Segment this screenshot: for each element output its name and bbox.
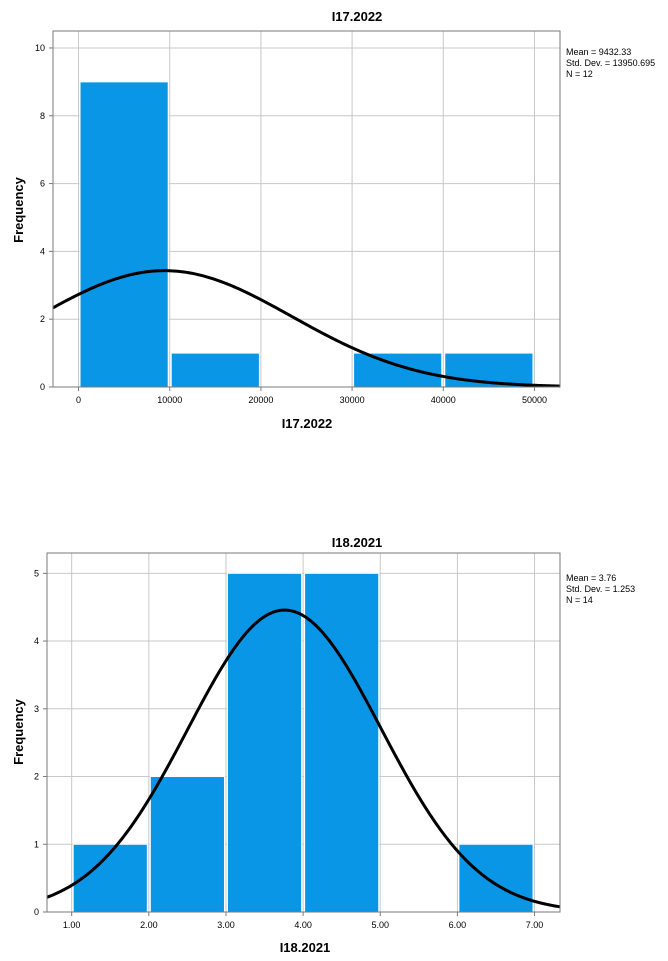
stats-mean: Mean = 3.76	[566, 573, 616, 583]
stats-std-dev: Std. Dev. = 1.253	[566, 584, 635, 594]
x-tick-label: 2.00	[140, 920, 158, 930]
y-tick-label: 5	[34, 568, 39, 578]
y-tick-labels: 0 2 4 6 8 10	[35, 43, 53, 392]
bars	[79, 81, 534, 388]
y-tick-label: 3	[34, 704, 39, 714]
y-axis-title: Frequency	[11, 698, 26, 765]
normal-curve-line	[46, 608, 561, 909]
histogram-bar	[458, 843, 534, 913]
x-tick-label: 20000	[248, 395, 273, 405]
bars	[72, 572, 534, 913]
x-tick-label: 1.00	[63, 920, 81, 930]
x-tick-label: 40000	[431, 395, 456, 405]
x-axis-title: I17.2022	[282, 416, 333, 431]
y-tick-label: 8	[40, 111, 45, 121]
histogram-bar	[353, 352, 443, 388]
x-tick-label: 0	[76, 395, 81, 405]
y-tick-label: 1	[34, 839, 39, 849]
y-tick-label: 10	[35, 43, 45, 53]
y-tick-label: 0	[40, 382, 45, 392]
histogram-chart-i18-2021: I18.2021 1.00 2.00 3.00 4.00 5.00 6.00 7.00 0 1…	[11, 535, 635, 955]
normal-curve	[52, 269, 561, 388]
x-tick-label: 3.00	[217, 920, 235, 930]
stats-box: Mean = 9432.33 Std. Dev. = 13950.695 N =…	[566, 47, 655, 79]
plot-area-border	[52, 30, 561, 388]
y-axis-title: Frequency	[11, 176, 26, 243]
plot-frame	[52, 30, 561, 388]
histogram-chart-i17-2022: I17.2022 0 10000 20000 30000 40000 50000 0 2 4 6…	[11, 9, 655, 431]
normal-curve	[46, 608, 561, 909]
y-tick-label: 0	[34, 907, 39, 917]
x-tick-labels: 1.00 2.00 3.00 4.00 5.00 6.00 7.00	[63, 912, 543, 930]
x-tick-label: 10000	[157, 395, 182, 405]
chart-title: I17.2022	[332, 9, 383, 24]
x-tick-label: 50000	[522, 395, 547, 405]
histogram-bar	[304, 572, 380, 913]
normal-curve-line	[52, 269, 561, 388]
x-axis-title: I18.2021	[280, 940, 331, 955]
stats-n: N = 12	[566, 69, 593, 79]
x-tick-labels: 0 10000 20000 30000 40000 50000	[76, 387, 547, 405]
stats-n: N = 14	[566, 595, 593, 605]
histogram-bar	[149, 776, 225, 913]
y-tick-labels: 0 1 2 3 4 5	[34, 568, 47, 917]
x-tick-label: 30000	[340, 395, 365, 405]
stats-box: Mean = 3.76 Std. Dev. = 1.253 N = 14	[566, 573, 635, 605]
y-tick-label: 6	[40, 179, 45, 189]
histogram-bar	[226, 572, 303, 913]
y-tick-label: 4	[40, 246, 45, 256]
y-tick-label: 4	[34, 636, 39, 646]
x-tick-label: 7.00	[526, 920, 544, 930]
chart-title: I18.2021	[332, 535, 383, 550]
stats-std-dev: Std. Dev. = 13950.695	[566, 58, 655, 68]
x-tick-label: 4.00	[294, 920, 312, 930]
y-tick-label: 2	[34, 772, 39, 782]
x-tick-label: 6.00	[449, 920, 467, 930]
histogram-bar	[79, 81, 169, 388]
y-tick-label: 2	[40, 314, 45, 324]
histogram-bar	[72, 843, 148, 913]
stats-mean: Mean = 9432.33	[566, 47, 631, 57]
histogram-bar	[170, 352, 260, 388]
x-tick-label: 5.00	[371, 920, 389, 930]
